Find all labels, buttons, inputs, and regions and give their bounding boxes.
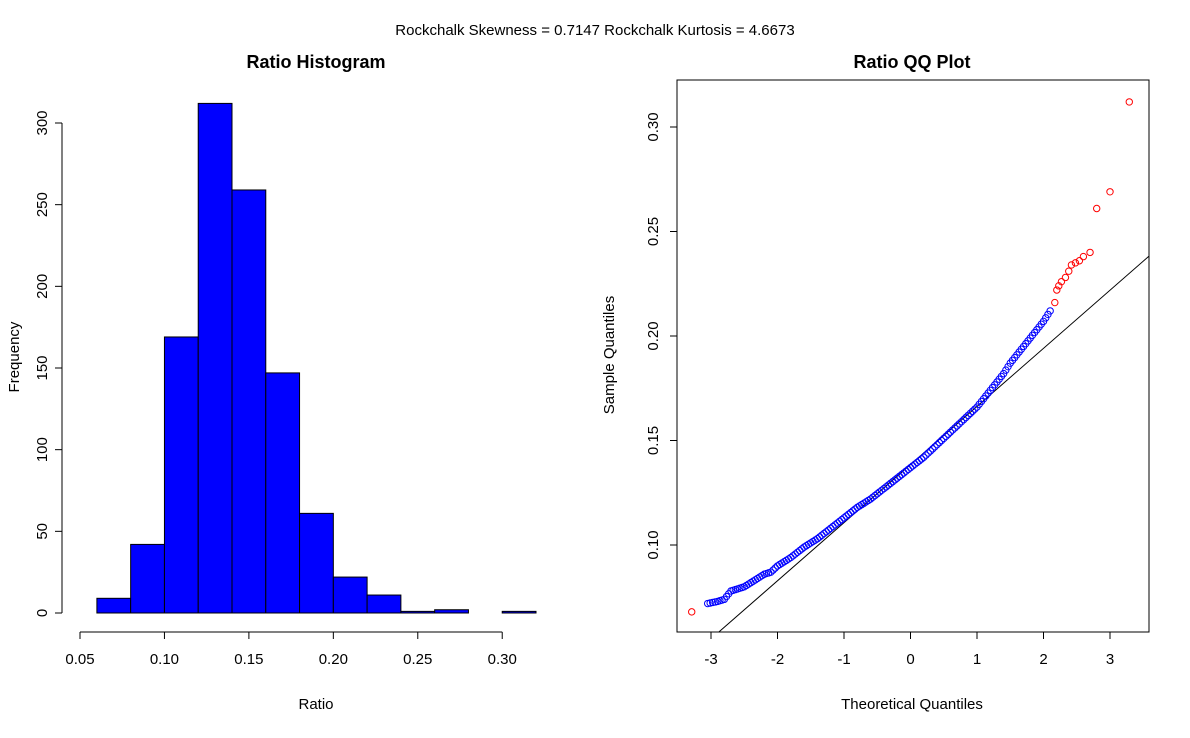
histogram-x-tick-label: 0.25 xyxy=(403,651,432,668)
qq-y-tick-label: 0.20 xyxy=(645,321,662,350)
qq-point xyxy=(944,430,952,438)
histogram-bar xyxy=(197,102,233,614)
qq-y-tick-label: 0.15 xyxy=(645,426,662,455)
qq-x-label: Theoretical Quantiles xyxy=(841,696,983,713)
qq-x-tick-label: 0 xyxy=(906,651,914,668)
histogram-bar xyxy=(299,512,334,614)
qq-x-tick-label: -3 xyxy=(704,651,717,668)
qq-y-tick-label: 0.25 xyxy=(645,217,662,246)
qq-outlier-point xyxy=(1079,252,1088,261)
qq-point xyxy=(931,443,939,451)
qq-x-tick-label: 3 xyxy=(1106,651,1114,668)
qq-point xyxy=(917,455,926,463)
histogram-panel: Ratio Histogram 0.05 0.10 0.15 0.20 0.25 0.30… xyxy=(6,52,537,713)
qq-point xyxy=(964,411,972,420)
qq-point xyxy=(928,445,937,453)
qq-outlier-point xyxy=(1053,286,1061,294)
histogram-y-axis: 0 50 100 150 200 250 300 xyxy=(34,110,63,617)
qq-outlier-point xyxy=(1071,259,1080,267)
histogram-y-tick-label: 250 xyxy=(34,192,51,217)
qq-point xyxy=(924,449,932,457)
histogram-bar xyxy=(231,189,267,614)
histogram-x-tick-label: 0.30 xyxy=(488,651,517,668)
histogram-x-label: Ratio xyxy=(298,696,333,713)
histogram-bar xyxy=(130,543,165,614)
histogram-bar xyxy=(332,576,368,614)
histogram-x-axis: 0.05 0.10 0.15 0.20 0.25 0.30 xyxy=(65,631,517,668)
histogram-bar xyxy=(434,609,469,614)
qq-point xyxy=(948,426,957,434)
histogram-bar xyxy=(163,336,199,614)
qq-point xyxy=(920,453,928,461)
qq-x-tick-label: -1 xyxy=(837,651,850,668)
histogram-y-label: Frequency xyxy=(6,321,23,392)
qq-point xyxy=(935,438,944,447)
qq-outlier-point xyxy=(1086,248,1094,257)
qq-point xyxy=(769,566,777,574)
histogram-bars xyxy=(96,102,537,614)
histogram-x-tick-label: 0.15 xyxy=(234,651,263,668)
qq-point xyxy=(957,417,966,426)
qq-outlier-point xyxy=(1125,98,1133,106)
qq-point xyxy=(942,432,950,441)
qq-x-tick-label: -2 xyxy=(771,651,784,668)
qq-point xyxy=(955,420,963,428)
qq-point xyxy=(960,415,968,424)
qq-point xyxy=(966,409,975,418)
qq-plot-frame xyxy=(676,79,1150,633)
qq-plot-panel: Ratio QQ Plot -3 -2 -1 0 1 2 3 0.10 0.15 0.20 0.2… xyxy=(601,52,1150,713)
qq-y-label: Sample Quantiles xyxy=(601,296,618,414)
qq-outlier-point xyxy=(1067,261,1076,269)
qq-point xyxy=(1046,307,1054,315)
histogram-x-tick-label: 0.05 xyxy=(65,651,94,668)
qq-point xyxy=(971,405,979,413)
histogram-bar xyxy=(265,372,301,614)
figure-suptitle: Rockchalk Skewness = 0.7147 Rockchalk Ku… xyxy=(395,22,794,39)
qq-point xyxy=(962,413,970,422)
qq-outlier-point xyxy=(1093,204,1101,213)
histogram-bar xyxy=(366,594,402,614)
histogram-x-tick-label: 0.20 xyxy=(319,651,348,668)
qq-outlier-point xyxy=(1057,277,1066,286)
qq-outlier-point xyxy=(1051,298,1059,307)
qq-point xyxy=(953,422,961,430)
qq-x-tick-label: 1 xyxy=(973,651,981,668)
qq-point xyxy=(937,436,946,445)
qq-y-tick-label: 0.30 xyxy=(645,112,662,141)
qq-point xyxy=(940,434,948,443)
histogram-y-tick-label: 150 xyxy=(34,355,51,380)
qq-point xyxy=(933,440,941,449)
histogram-bar xyxy=(96,597,132,614)
qq-x-tick-label: 2 xyxy=(1039,651,1047,668)
histogram-title: Ratio Histogram xyxy=(246,52,385,72)
histogram-y-tick-label: 100 xyxy=(34,437,51,462)
qq-outlier-point xyxy=(688,608,696,616)
histogram-bar xyxy=(400,610,436,614)
histogram-bar xyxy=(501,610,537,614)
qq-outlier-point xyxy=(1075,257,1084,265)
histogram-x-tick-label: 0.10 xyxy=(150,651,179,668)
qq-y-tick-label: 0.10 xyxy=(645,530,662,559)
qq-point xyxy=(922,451,930,459)
qq-point xyxy=(946,428,955,436)
histogram-y-tick-label: 200 xyxy=(34,274,51,299)
qq-point xyxy=(926,447,935,455)
qq-point xyxy=(951,424,959,432)
qq-point xyxy=(767,568,775,576)
qq-plot-title: Ratio QQ Plot xyxy=(854,52,971,72)
qq-point xyxy=(968,407,977,415)
qq-y-axis: 0.10 0.15 0.20 0.25 0.30 xyxy=(645,112,677,560)
qq-outlier-point xyxy=(1065,267,1073,275)
qq-points xyxy=(688,98,1133,616)
qq-outlier-point xyxy=(1061,273,1070,282)
qq-outlier-point xyxy=(1106,188,1114,196)
histogram-y-tick-label: 50 xyxy=(34,523,51,540)
histogram-y-tick-label: 0 xyxy=(34,609,51,617)
qq-x-axis: -3 -2 -1 0 1 2 3 xyxy=(704,632,1114,668)
histogram-y-tick-label: 300 xyxy=(34,110,51,135)
